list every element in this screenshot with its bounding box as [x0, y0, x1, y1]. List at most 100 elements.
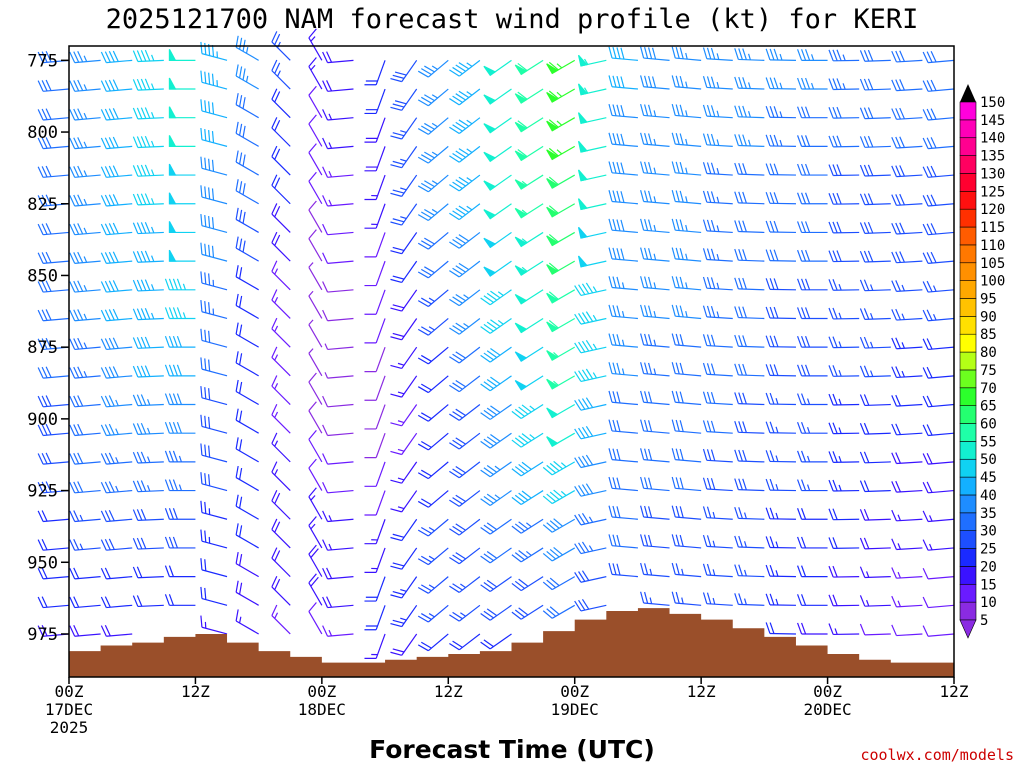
wind-barb-flag: [863, 336, 870, 349]
wind-barb-flag: [390, 508, 402, 513]
credit-link[interactable]: coolwx.com/models: [860, 746, 1014, 764]
wind-barb-half-flag: [274, 325, 279, 332]
wind-barb-flag: [578, 370, 586, 381]
wind-barb-staff: [401, 117, 418, 140]
wind-barb-flag: [37, 338, 44, 350]
wind-barb-flag: [832, 479, 838, 492]
wind-barb-half-flag: [310, 64, 316, 71]
wind-barb-flag: [37, 510, 44, 522]
colorbar-segment: [959, 155, 977, 174]
wind-barb-half-flag: [681, 568, 684, 576]
wind-barb-flag: [675, 133, 680, 145]
wind-barb-flag: [77, 423, 84, 436]
wind-barb: [271, 31, 291, 61]
wind-barb-flag: [108, 194, 115, 206]
wind-barb-flag: [452, 124, 463, 132]
wind-barb-staff: [201, 282, 228, 291]
wind-barb-flag: [73, 510, 80, 522]
wind-barb-flag: [45, 194, 52, 206]
wind-barb: [417, 59, 449, 78]
time-tick-label: 00Z: [560, 682, 589, 701]
wind-barb: [308, 319, 323, 348]
wind-barb: [765, 507, 796, 520]
wind-barb-staff: [235, 276, 259, 291]
wind-barb-staff: [928, 88, 955, 92]
wind-barb-flag: [671, 591, 676, 604]
wind-barb-flag: [859, 623, 866, 636]
wind-barb-staff: [864, 346, 891, 349]
wind-barb: [37, 223, 70, 236]
wind-barb: [390, 461, 418, 484]
wind-barb-flag: [828, 565, 834, 578]
wind-barb-flag: [132, 107, 139, 120]
wind-barb-flag: [647, 391, 653, 404]
wind-barb-flag: [675, 448, 680, 461]
wind-barb-flag: [832, 135, 838, 147]
wind-barb-staff: [74, 174, 101, 178]
wind-barb-flag: [647, 248, 653, 260]
wind-barb-flag: [104, 223, 111, 235]
wind-barb-staff: [458, 346, 481, 364]
wind-barb-flag: [449, 442, 460, 450]
wind-barb-flag: [828, 279, 834, 291]
wind-barb-flag: [449, 643, 460, 651]
wind-barb-staff: [375, 117, 386, 143]
wind-barb-flag: [204, 559, 207, 571]
wind-barb-flag: [424, 122, 435, 130]
wind-barb-flag: [574, 285, 582, 296]
wind-barb-pennant: [483, 94, 497, 105]
wind-barb-flag: [644, 305, 649, 317]
wind-barb: [100, 79, 133, 92]
wind-barb-staff: [375, 519, 386, 544]
wind-barb-flag: [104, 51, 111, 63]
wind-barb-flag: [108, 223, 115, 235]
wind-barb-flag: [77, 194, 84, 206]
wind-barb: [608, 132, 638, 147]
wind-barb-flag: [738, 134, 743, 146]
wind-barb-flag: [424, 94, 435, 102]
wind-barb: [164, 450, 196, 463]
wind-barb-staff: [201, 196, 228, 205]
wind-barb: [271, 59, 291, 90]
wind-barb-staff: [327, 203, 354, 207]
wind-barb-flag: [644, 161, 649, 174]
wind-barb-flag: [424, 208, 435, 216]
wind-barb: [483, 88, 512, 105]
colorbar-segment: [959, 119, 977, 139]
wind-barb-flag: [204, 301, 207, 313]
wind-barb-flag: [37, 568, 44, 580]
wind-barb-staff: [580, 604, 607, 612]
wind-barb-flag: [612, 333, 617, 346]
wind-barb-flag: [702, 534, 708, 547]
wind-barb-half-flag: [328, 515, 333, 522]
wind-barb-flag: [211, 131, 215, 143]
wind-barb-flag: [797, 536, 803, 549]
wind-barb: [797, 508, 828, 520]
wind-barb: [765, 134, 796, 147]
wind-barb: [271, 317, 291, 348]
wind-barb-flag: [895, 251, 901, 263]
wind-barb-flag: [238, 324, 243, 337]
wind-barb: [69, 625, 101, 637]
wind-barb-staff: [706, 201, 733, 205]
wind-barb-flag: [164, 278, 170, 291]
wind-barb-flag: [585, 368, 594, 380]
wind-barb-flag: [322, 625, 329, 637]
wind-barb-half-flag: [712, 569, 716, 576]
wind-barb-flag: [449, 384, 460, 393]
wind-barb-flag: [200, 558, 203, 570]
wind-barb-flag: [926, 481, 933, 493]
wind-barb-flag: [738, 421, 743, 433]
wind-barb-flag: [455, 265, 466, 273]
wind-barb-flag: [322, 539, 329, 551]
wind-barb-half-flag: [929, 515, 933, 522]
wind-barb-flag: [574, 342, 582, 354]
wind-barb-staff: [675, 229, 702, 234]
wind-barb: [734, 420, 765, 434]
wind-barb-half-flag: [553, 380, 559, 386]
wind-barb-staff: [738, 403, 765, 406]
wind-barb-flag: [100, 195, 107, 207]
wind-barb-pennant: [514, 121, 528, 133]
wind-barb-flag: [612, 305, 617, 317]
wind-barb-flag: [710, 449, 716, 461]
